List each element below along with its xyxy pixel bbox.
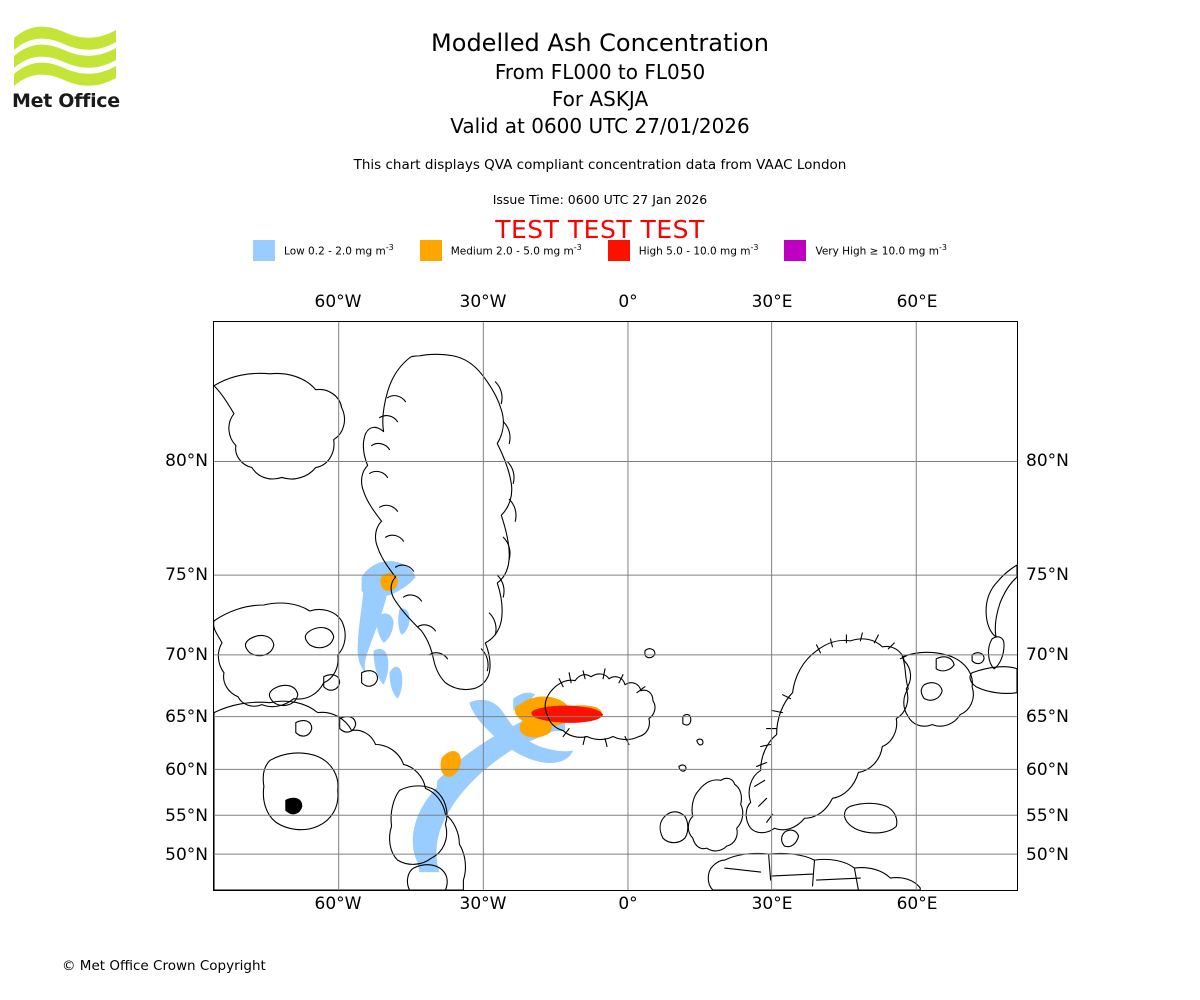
- isle-arctic-5: [361, 670, 379, 687]
- lat-tick-label-right-65N: 65°N: [1026, 707, 1069, 727]
- lat-tick-label-left-55N: 55°N: [165, 806, 208, 826]
- lon-tick-label-30W: 30°W: [459, 292, 507, 312]
- legend-swatch-medium: [419, 240, 442, 261]
- coast-kola: [935, 656, 955, 672]
- coast-ireland: [659, 811, 689, 844]
- lon-tick-label-30E: 30°E: [751, 292, 793, 312]
- coast-iceland-fjords: [558, 668, 646, 748]
- lon-tick-label-60W: 60°W: [314, 292, 362, 312]
- coast-newfoundland: [406, 864, 448, 890]
- valid-time: Valid at 0600 UTC 27/01/2026: [450, 114, 750, 138]
- issue-time: Issue Time: 0600 UTC 27 Jan 2026: [492, 192, 708, 207]
- lat-tick-label-right-55N: 55°N: [1026, 806, 1069, 826]
- isle-arctic-6: [295, 720, 313, 737]
- isle-kolguyev: [971, 652, 985, 665]
- chart-subtitle: This chart displays QVA compliant concen…: [353, 157, 847, 173]
- coast-russia-north: [901, 651, 974, 727]
- chart-title-block: Modelled Ash Concentration From FL000 to…: [0, 28, 1200, 140]
- isle-arctic-1: [304, 627, 335, 649]
- lon-tick-label-30E: 30°E: [751, 894, 793, 914]
- legend-label-low: Low 0.2 - 2.0 mg m-3: [284, 243, 394, 258]
- plume-low-greenland: [357, 566, 410, 699]
- plume-medium-spot-greenland: [380, 572, 398, 592]
- lat-tick-label-right-60N: 60°N: [1026, 760, 1069, 780]
- coast-greenland: [361, 353, 513, 691]
- legend-item-very-high: Very High ≥ 10.0 mg m-3: [784, 240, 947, 261]
- coast-denmark: [781, 829, 800, 848]
- legend-item-low: Low 0.2 - 2.0 mg m-3: [253, 240, 394, 261]
- lon-tick-label-0: 0°: [618, 894, 638, 914]
- legend-swatch-low: [253, 240, 276, 261]
- lat-tick-label-left-60N: 60°N: [165, 760, 208, 780]
- lat-tick-label-left-80N: 80°N: [165, 451, 208, 471]
- coast-ellesmere: [214, 372, 345, 480]
- coast-europe-mainland: [707, 852, 921, 890]
- legend-item-medium: Medium 2.0 - 5.0 mg m-3: [419, 240, 582, 261]
- lat-tick-label-right-75N: 75°N: [1026, 565, 1069, 585]
- legend-label-high: High 5.0 - 10.0 mg m-3: [638, 243, 759, 258]
- coast-iceland: [544, 673, 656, 741]
- coast-labrador: [389, 785, 448, 865]
- plume-low-main-body: [436, 716, 564, 807]
- logo-wordmark: Met Office: [12, 90, 120, 112]
- flight-level-range: From FL000 to FL050: [494, 60, 706, 84]
- map-canvas: [214, 322, 1017, 890]
- lon-tick-label-60E: 60°E: [896, 292, 938, 312]
- test-banner: TEST TEST TEST: [495, 215, 705, 244]
- legend-label-medium: Medium 2.0 - 5.0 mg m-3: [450, 243, 582, 258]
- lat-tick-label-left-75N: 75°N: [165, 565, 208, 585]
- coast-faroe: [682, 713, 692, 726]
- lake-1: [285, 797, 303, 815]
- isle-arctic-3: [268, 684, 299, 706]
- plume-low-fill: [417, 709, 568, 873]
- lat-tick-label-right-80N: 80°N: [1026, 451, 1069, 471]
- plume-high-core-inner: [550, 711, 596, 721]
- coast-greenland-detail-w: [369, 395, 448, 660]
- plume-medium-spot-sw: [440, 751, 461, 777]
- ash-plume-layer: [357, 561, 604, 873]
- copyright-notice: © Met Office Crown Copyright: [62, 958, 266, 974]
- coast-jan-mayen: [644, 648, 656, 659]
- coast-white-sea: [920, 682, 943, 701]
- coast-northern-fjords: [815, 632, 909, 660]
- coast-scandinavia: [745, 638, 912, 834]
- coast-greenland-detail-e: [480, 381, 517, 672]
- legend-item-high: High 5.0 - 10.0 mg m-3: [607, 240, 759, 261]
- coastline-layer: [214, 353, 1017, 890]
- volcano-name: For ASKJA: [551, 87, 649, 111]
- page-title: Modelled Ash Concentration: [431, 29, 769, 57]
- coast-baffin-island: [214, 602, 346, 708]
- lon-tick-label-0: 0°: [618, 292, 638, 312]
- lon-tick-label-60W: 60°W: [314, 894, 362, 914]
- ash-concentration-map: [213, 321, 1018, 891]
- border-europe-2: [724, 867, 861, 881]
- met-office-logo: Met Office: [12, 22, 122, 112]
- lat-tick-label-right-50N: 50°N: [1026, 845, 1069, 865]
- lat-tick-label-left-70N: 70°N: [165, 645, 208, 665]
- legend-swatch-high: [607, 240, 630, 261]
- legend-label-very-high: Very High ≥ 10.0 mg m-3: [815, 243, 947, 258]
- lon-tick-label-60E: 60°E: [896, 894, 938, 914]
- isle-arctic-4: [323, 674, 341, 691]
- graticule-layer: [214, 322, 1017, 890]
- coast-russia-east: [969, 666, 1017, 694]
- coast-small-isle-2: [696, 738, 704, 746]
- plume-medium-core-lower: [519, 717, 552, 738]
- lon-tick-label-30W: 30°W: [459, 894, 507, 914]
- lat-tick-label-left-50N: 50°N: [165, 845, 208, 865]
- coast-canada-mainland: [214, 700, 466, 890]
- lat-tick-label-right-70N: 70°N: [1026, 645, 1069, 665]
- wave-logo-icon: [14, 26, 116, 86]
- concentration-legend: Low 0.2 - 2.0 mg m-3 Medium 2.0 - 5.0 mg …: [0, 240, 1200, 261]
- coast-hudson-bay: [262, 752, 339, 831]
- lat-tick-label-left-65N: 65°N: [165, 707, 208, 727]
- coast-novaya-zemlya: [985, 564, 1017, 638]
- legend-swatch-very-high: [784, 240, 807, 261]
